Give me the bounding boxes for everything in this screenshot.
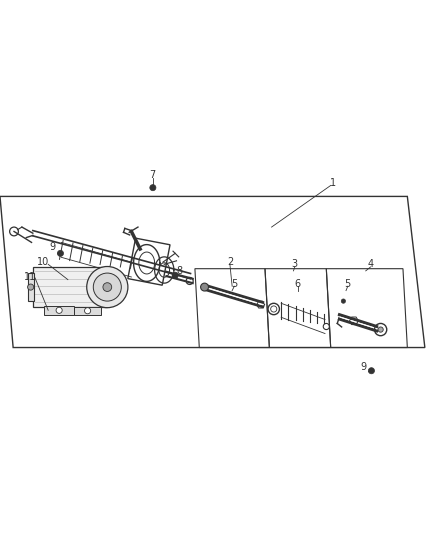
Circle shape bbox=[201, 283, 208, 291]
Circle shape bbox=[150, 184, 156, 191]
Circle shape bbox=[103, 282, 112, 292]
Polygon shape bbox=[33, 268, 107, 307]
Text: 10: 10 bbox=[37, 257, 49, 267]
Circle shape bbox=[85, 308, 91, 314]
Polygon shape bbox=[74, 307, 101, 314]
Text: 1: 1 bbox=[330, 178, 336, 188]
Polygon shape bbox=[28, 273, 34, 301]
Circle shape bbox=[56, 307, 62, 313]
Circle shape bbox=[341, 299, 346, 303]
Text: 2: 2 bbox=[227, 257, 233, 267]
Circle shape bbox=[87, 266, 128, 308]
Circle shape bbox=[28, 284, 34, 290]
Text: 3: 3 bbox=[292, 260, 298, 269]
Text: 5: 5 bbox=[231, 279, 237, 289]
Text: 7: 7 bbox=[149, 169, 155, 180]
Text: 8: 8 bbox=[177, 266, 183, 276]
Circle shape bbox=[93, 273, 121, 301]
Circle shape bbox=[368, 368, 374, 374]
Text: 4: 4 bbox=[367, 260, 374, 269]
Circle shape bbox=[378, 327, 383, 332]
Text: 9: 9 bbox=[360, 362, 367, 372]
Text: 9: 9 bbox=[49, 242, 56, 252]
Text: 6: 6 bbox=[295, 279, 301, 289]
Polygon shape bbox=[44, 306, 74, 314]
Text: 11: 11 bbox=[24, 272, 36, 281]
Text: 5: 5 bbox=[345, 279, 351, 289]
Circle shape bbox=[172, 272, 178, 278]
Circle shape bbox=[57, 251, 64, 256]
